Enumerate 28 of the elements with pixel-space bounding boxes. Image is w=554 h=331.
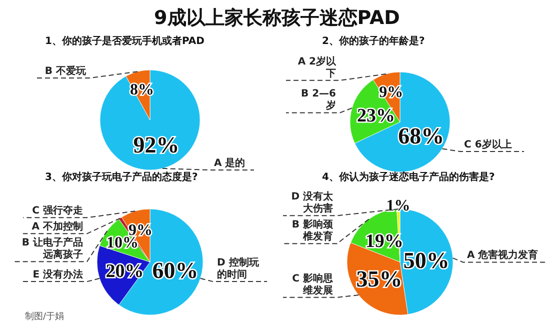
chart-title: 4、你认为孩子迷恋电子产品的伤害是?: [322, 171, 495, 183]
chart-title: 2、你的孩子的年龄是?: [322, 35, 425, 47]
slice-label: C 6岁以上: [464, 138, 512, 150]
slice-label: D 控制玩的时间: [217, 256, 260, 281]
slice-label: B 不爱玩: [44, 64, 87, 77]
chart-title: 9成以上家长称孩子迷恋PAD: [154, 7, 400, 29]
data-label: 23%: [356, 106, 395, 127]
slice-label: C 影响思维发展: [292, 272, 333, 296]
slice-label: A 危害视力发育: [467, 249, 538, 262]
slice-label: C 强行夺走: [32, 204, 83, 217]
data-label: 50%: [403, 248, 450, 274]
data-label: 20%: [106, 260, 144, 282]
data-label: 35%: [356, 266, 402, 292]
slice-label: B 让电子产品远离孩子: [22, 236, 83, 261]
slice-label: E 没有办法: [32, 268, 83, 281]
data-label: 60%: [152, 258, 198, 284]
data-label: 68%: [398, 123, 444, 148]
data-label: 92%: [133, 132, 180, 158]
pie-slice: [100, 70, 200, 170]
chart-title: 3、你对孩子玩电子产品的态度是?: [45, 171, 198, 183]
slice-label: B 2—6岁: [300, 88, 336, 112]
chart-subtitle: 1、你的孩子是否爱玩手机或者PAD: [45, 35, 204, 47]
slice-label: A 是的: [214, 157, 246, 170]
slice-label: A 不加控制: [32, 220, 83, 233]
text: 制图/于娟: [25, 311, 64, 322]
slice-label: A 2岁以下: [298, 55, 337, 80]
slice-label: D 没有太大伤害: [291, 190, 334, 215]
slice-label: B 影响颈椎发育: [292, 218, 334, 243]
